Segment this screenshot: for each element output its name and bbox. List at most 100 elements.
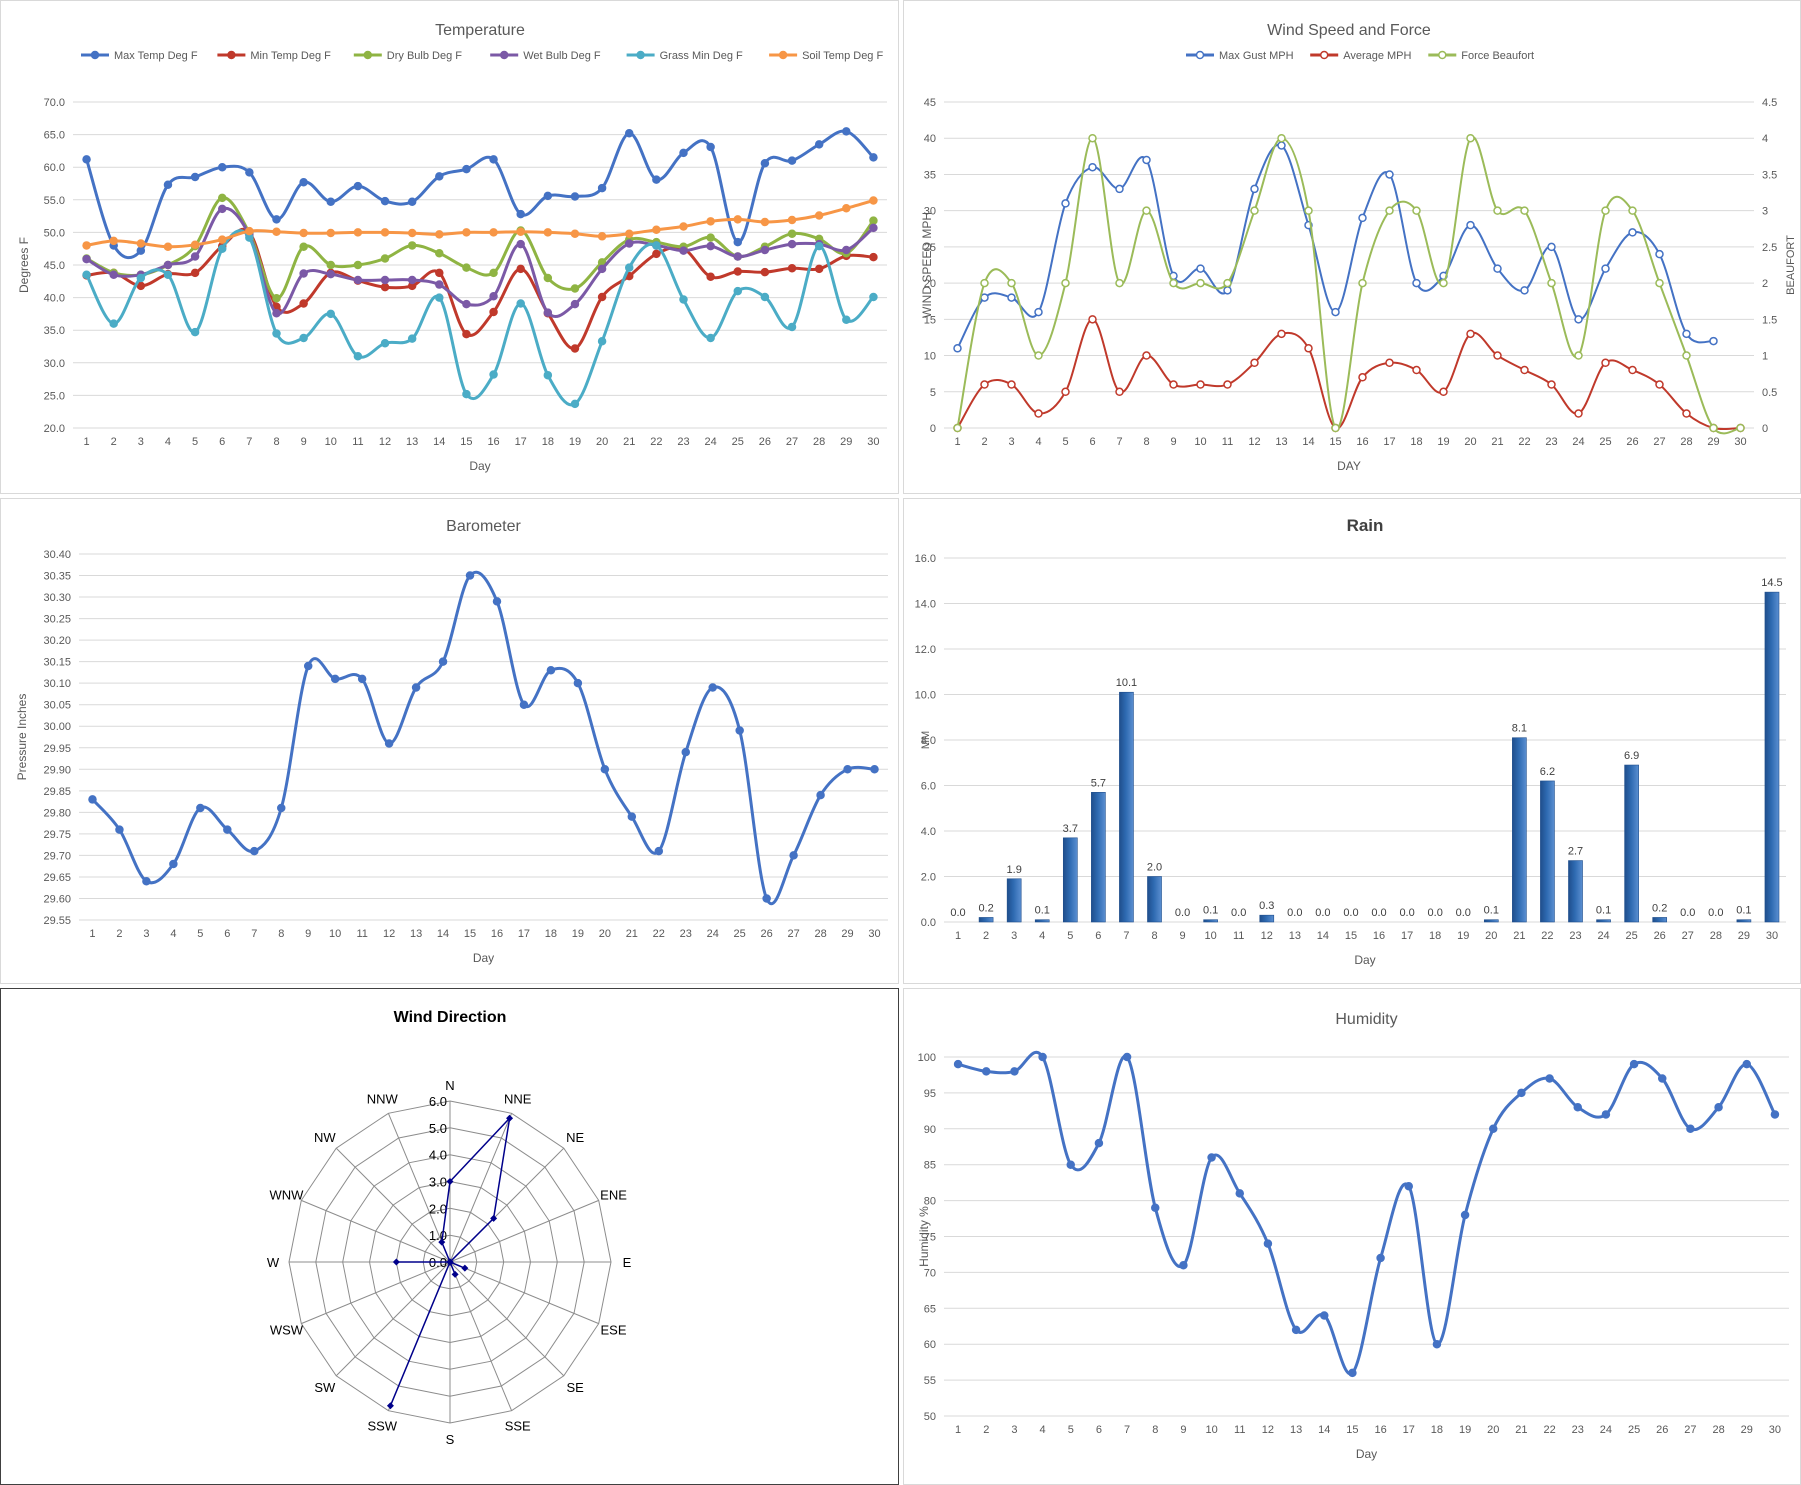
x-tick-label: 27 [1653, 436, 1665, 448]
data-point [869, 216, 878, 225]
data-point [1686, 1124, 1695, 1134]
data-point [679, 148, 688, 158]
data-point [516, 239, 525, 249]
data-point [1385, 206, 1394, 215]
data-point [1517, 1088, 1526, 1098]
data-point [299, 242, 308, 251]
legend-item: Dry Bulb Deg F [353, 50, 462, 62]
data-point [109, 236, 118, 246]
x-tick-label: 24 [707, 928, 719, 940]
x-tick-label: 4 [1040, 1424, 1046, 1436]
x-axis-label: DAY [1337, 459, 1361, 473]
legend-label: Max Gust MPH [1219, 50, 1294, 62]
bar-data-label: 0.0 [1371, 907, 1386, 919]
y-tick-label: 40.0 [44, 293, 65, 305]
data-point [1115, 184, 1124, 194]
legend-item: Grass Min Deg F [626, 50, 743, 62]
data-point [543, 228, 553, 237]
rain-bar [1736, 919, 1752, 923]
bar-data-label: 0.0 [950, 907, 965, 919]
x-tick-label: 21 [1513, 930, 1525, 942]
direction-label: NNE [504, 1091, 532, 1106]
data-point [733, 237, 743, 247]
data-point [190, 252, 200, 261]
data-point [190, 327, 200, 337]
data-point [1466, 329, 1475, 339]
x-tick-label: 20 [1464, 436, 1476, 448]
y-tick-label: 6.0 [921, 781, 936, 793]
x-tick-label: 9 [301, 436, 307, 448]
data-point [407, 241, 417, 250]
x-tick-label: 18 [1410, 436, 1422, 448]
data-point [1770, 1110, 1780, 1119]
x-tick-label: 16 [487, 436, 499, 448]
radar-spoke [387, 1113, 451, 1263]
data-point [1655, 380, 1664, 389]
x-tick-label: 6 [1089, 436, 1095, 448]
x-tick-label: 28 [814, 928, 826, 940]
data-point [570, 299, 580, 309]
data-point [1007, 380, 1016, 389]
x-tick-label: 29 [1741, 1424, 1753, 1436]
x-tick-label: 10 [1194, 436, 1206, 448]
x-tick-label: 16 [1374, 1424, 1386, 1436]
x-tick-label: 5 [1068, 1424, 1074, 1436]
data-point [353, 275, 363, 285]
y-tick-label: 10 [924, 351, 936, 363]
x-tick-label: 23 [680, 928, 692, 940]
bar-data-label: 0.2 [978, 902, 993, 914]
data-point [1291, 1325, 1301, 1335]
data-point [1493, 351, 1502, 360]
data-point [652, 249, 661, 259]
x-tick-label: 24 [1572, 436, 1584, 448]
data-point [1574, 315, 1583, 324]
data-point [1412, 365, 1421, 375]
data-point [353, 181, 363, 191]
y-axis-label: Humidity % [917, 1206, 931, 1267]
x-tick-label: 30 [868, 928, 880, 940]
rain-bar [1764, 591, 1780, 923]
data-point [787, 264, 797, 273]
x-tick-label: 29 [841, 928, 853, 940]
y-tick-label: 95 [924, 1088, 936, 1100]
data-point [543, 191, 553, 201]
data-point [465, 571, 475, 580]
data-point [787, 322, 797, 332]
data-point [1358, 278, 1367, 288]
chart-title: Wind Direction [394, 1009, 507, 1026]
bar-data-label: 0.0 [1428, 907, 1443, 919]
data-point [1682, 329, 1691, 339]
x-tick-label: 18 [542, 436, 554, 448]
x-tick-label: 8 [1143, 436, 1149, 448]
x-tick-label: 7 [246, 436, 252, 448]
data-point [706, 241, 715, 251]
x-tick-label: 19 [1457, 930, 1469, 942]
y2-tick-label: 2.5 [1762, 242, 1777, 254]
x-tick-label: 23 [1572, 1424, 1584, 1436]
x-tick-label: 6 [219, 436, 225, 448]
data-point [462, 299, 471, 309]
data-point [516, 209, 525, 219]
x-tick-label: 3 [1011, 1424, 1017, 1436]
rain-bar [1540, 780, 1555, 923]
data-point [1714, 1103, 1723, 1112]
y-tick-label: 55 [924, 1375, 936, 1387]
legend-item: Force Beaufort [1428, 50, 1534, 62]
x-tick-label: 7 [251, 928, 257, 940]
data-point [706, 233, 715, 242]
data-point [136, 281, 146, 291]
x-axis-label: Day [1356, 1447, 1377, 1461]
data-point [624, 263, 634, 272]
data-point [196, 803, 205, 813]
y-tick-label: 30.25 [43, 614, 71, 626]
x-tick-label: 2 [983, 930, 989, 942]
data-point [435, 230, 444, 239]
radar-point [451, 1270, 459, 1278]
data-point [1038, 1052, 1047, 1062]
data-point [516, 227, 525, 236]
data-point [597, 232, 607, 241]
y2-tick-label: 3.5 [1762, 169, 1777, 181]
legend-label: Wet Bulb Deg F [523, 50, 601, 62]
direction-label: N [445, 1078, 454, 1093]
data-point [1142, 155, 1151, 165]
